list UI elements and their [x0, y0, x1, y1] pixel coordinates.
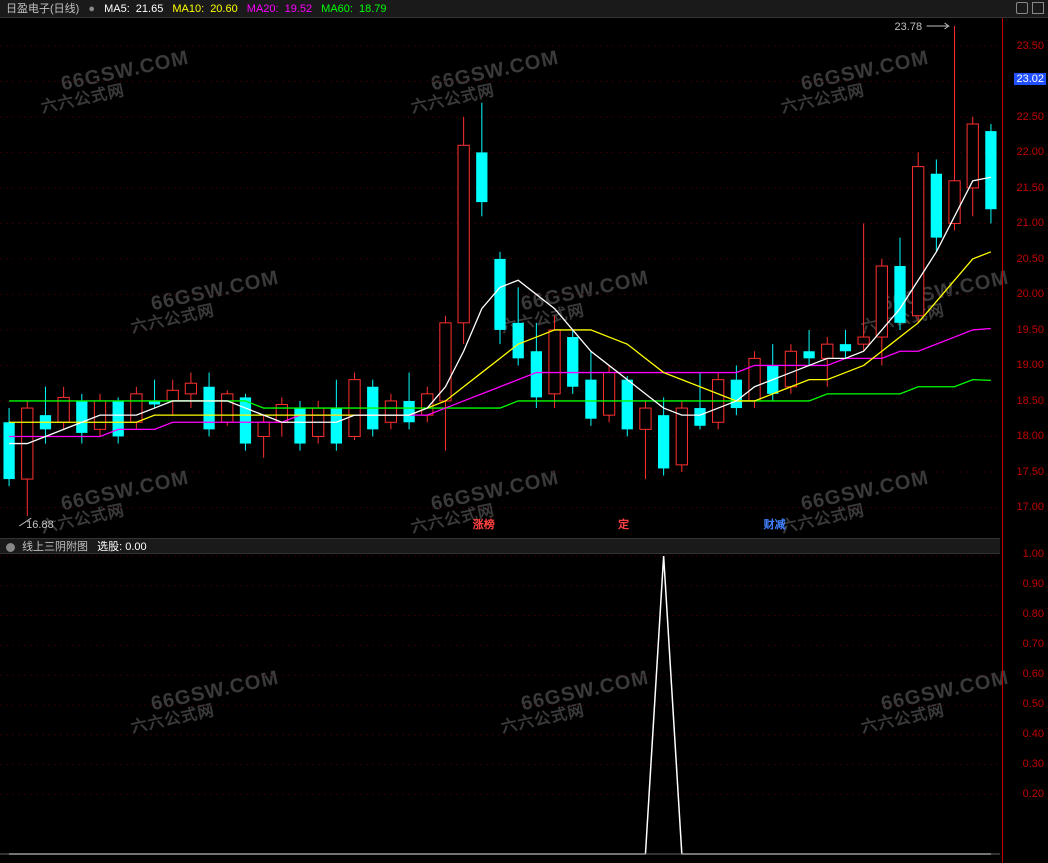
svg-text:23.78: 23.78 [895, 21, 923, 33]
dot-icon: ● [88, 3, 95, 15]
stock-name: 日盈电子(日线) [6, 3, 79, 15]
ma60-value: 18.79 [359, 3, 387, 15]
sub-y-axis-tick: 1.00 [1023, 548, 1044, 560]
price-axis: 17.00 17.50 18.00 18.50 19.00 19.50 20.00 20.50… [1002, 18, 1048, 863]
current-price-marker: 23.02 [1014, 73, 1046, 85]
maximize-icon[interactable] [1032, 2, 1044, 14]
y-axis-tick: 20.50 [1016, 253, 1044, 265]
y-axis-tick: 19.00 [1016, 359, 1044, 371]
svg-text:16.88: 16.88 [26, 519, 54, 531]
chart-bottom-label: 财减 [764, 516, 786, 532]
ma10-value: 20.60 [210, 3, 238, 15]
chart-bottom-label: 定 [618, 516, 629, 532]
sub-y-axis-tick: 0.80 [1023, 608, 1044, 620]
sub-y-axis-tick: 0.20 [1023, 788, 1044, 800]
chart-bottom-label: 涨榜 [473, 516, 495, 532]
app-root: 66GSW.COM 六六公式网 66GSW.COM 六六公式网 66GSW.CO… [0, 0, 1048, 863]
y-axis-tick: 22.00 [1016, 146, 1044, 158]
sub-y-axis-tick: 0.40 [1023, 728, 1044, 740]
sub-y-axis-tick: 0.30 [1023, 758, 1044, 770]
sub-y-axis-tick: 0.60 [1023, 668, 1044, 680]
y-axis-tick: 19.50 [1016, 324, 1044, 336]
ma20-value: 19.52 [285, 3, 313, 15]
indicator-chart[interactable]: 线上三阴附图 选股: 0.00 [0, 538, 1000, 860]
ma20-label: MA20: [247, 3, 279, 15]
y-axis-tick: 21.50 [1016, 182, 1044, 194]
header-icons [1016, 2, 1044, 14]
y-axis-tick: 22.50 [1016, 111, 1044, 123]
y-axis-tick: 18.00 [1016, 430, 1044, 442]
ma10-label: MA10: [172, 3, 204, 15]
chart-header: 日盈电子(日线) ● MA5: 21.65 MA10: 20.60 MA20: 19.… [0, 0, 1048, 18]
candlestick-chart[interactable]: 23.78 16.88 涨榜 定 财减 [0, 18, 1000, 534]
ma60-label: MA60: [321, 3, 353, 15]
sub-y-axis-tick: 0.50 [1023, 698, 1044, 710]
y-axis-tick: 18.50 [1016, 395, 1044, 407]
y-axis-tick: 20.00 [1016, 288, 1044, 300]
indicator-header: 线上三阴附图 选股: 0.00 [0, 538, 1000, 554]
y-axis-tick: 17.50 [1016, 466, 1044, 478]
y-axis-tick: 23.50 [1016, 40, 1044, 52]
y-axis-tick: 17.00 [1016, 501, 1044, 513]
ma5-value: 21.65 [136, 3, 164, 15]
sub-y-axis-tick: 0.70 [1023, 638, 1044, 650]
y-axis-tick: 21.00 [1016, 217, 1044, 229]
dot-icon [6, 543, 15, 552]
ma5-label: MA5: [104, 3, 130, 15]
indicator-title: 线上三阴附图 [22, 541, 88, 553]
settings-icon[interactable] [1016, 2, 1028, 14]
signal-value: 0.00 [125, 541, 146, 553]
signal-label: 选股: [97, 541, 122, 553]
sub-y-axis-tick: 0.90 [1023, 578, 1044, 590]
